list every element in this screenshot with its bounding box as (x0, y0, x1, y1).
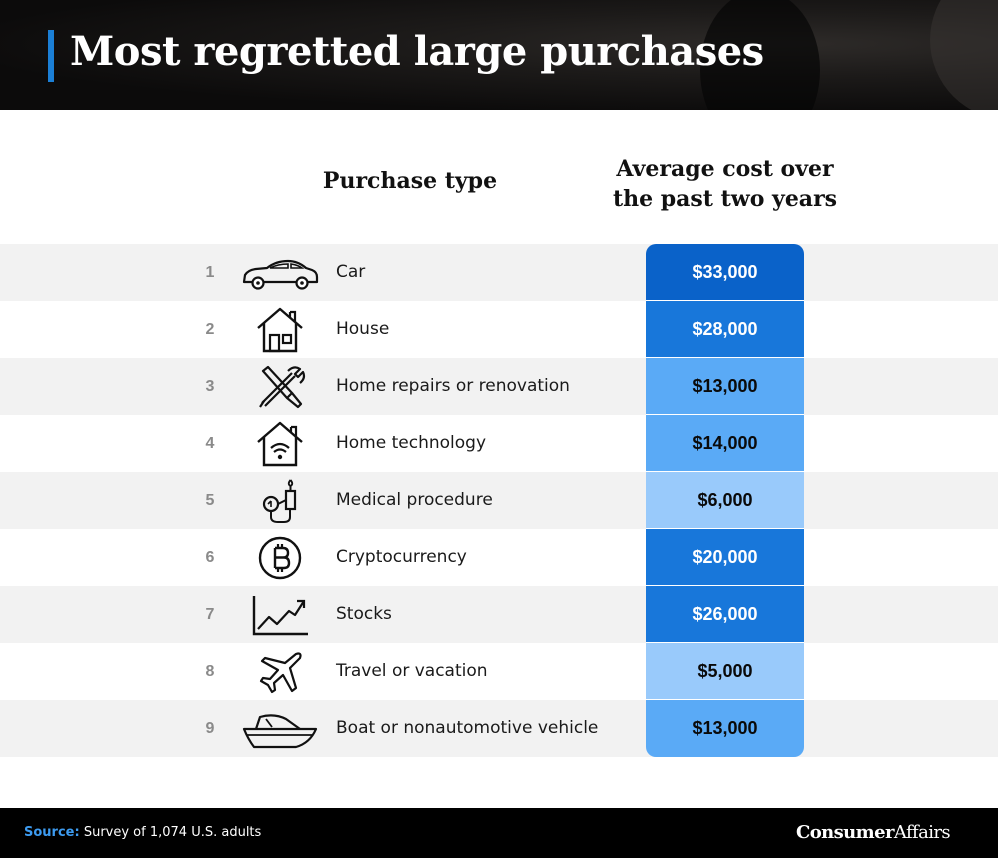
rank-number: 2 (205, 321, 215, 338)
average-cost-cell: $20,000 (646, 529, 804, 586)
purchase-label: Stocks (336, 604, 392, 624)
background-shape (700, 0, 820, 110)
rank-number: 6 (205, 549, 215, 566)
purchase-table: 1 Car $33,000 2 House $28,000 3 Home repairs or… (0, 244, 998, 757)
table-row: 3 Home repairs or renovation $13,000 (0, 358, 998, 415)
average-cost-cell: $33,000 (646, 244, 804, 301)
average-cost-cell: $6,000 (646, 472, 804, 529)
column-header-purchase-type: Purchase type (322, 168, 498, 194)
column-header-average-cost: Average cost over the past two years (600, 154, 850, 214)
table-row: 9 Boat or nonautomotive vehicle $13,000 (0, 700, 998, 757)
brand-logo-bold: Consumer (796, 822, 894, 843)
stock-chart-icon (240, 591, 320, 638)
rank-number: 1 (205, 264, 215, 281)
average-cost-cell: $26,000 (646, 586, 804, 643)
rank-number: 9 (205, 720, 215, 737)
bitcoin-icon (240, 534, 320, 581)
purchase-label: Medical procedure (336, 490, 493, 510)
title-accent-bar (48, 30, 54, 82)
average-cost-cell: $14,000 (646, 415, 804, 472)
table-row: 6 Cryptocurrency $20,000 (0, 529, 998, 586)
rank-number: 8 (205, 663, 215, 680)
source-label: Source: (24, 825, 80, 840)
rank-number: 4 (205, 435, 215, 452)
table-row: 4 Home technology $14,000 (0, 415, 998, 472)
column-header-cost-line2: the past two years (612, 186, 838, 212)
purchase-label: Home repairs or renovation (336, 376, 570, 396)
car-icon (240, 249, 320, 296)
table-row: 7 Stocks $26,000 (0, 586, 998, 643)
average-cost-cell: $13,000 (646, 700, 804, 757)
purchase-label: House (336, 319, 390, 339)
footer: Source: Survey of 1,074 U.S. adults Cons… (0, 808, 998, 858)
purchase-label: Boat or nonautomotive vehicle (336, 718, 599, 738)
background-shape (930, 0, 998, 110)
rank-number: 7 (205, 606, 215, 623)
source-note: Source: Survey of 1,074 U.S. adults (24, 808, 261, 858)
average-cost-cell: $5,000 (646, 643, 804, 700)
brand-logo: ConsumerAffairs (796, 808, 951, 858)
rank-number: 3 (205, 378, 215, 395)
average-cost-cell: $13,000 (646, 358, 804, 415)
purchase-label: Cryptocurrency (336, 547, 467, 567)
purchase-label: Car (336, 262, 366, 282)
boat-icon (240, 705, 320, 752)
header-banner: Most regretted large purchases (0, 0, 998, 110)
table-row: 2 House $28,000 (0, 301, 998, 358)
average-cost-cell: $28,000 (646, 301, 804, 358)
brand-logo-regular: Affairs (893, 822, 951, 843)
house-icon (240, 306, 320, 353)
table-row: 1 Car $33,000 (0, 244, 998, 301)
tools-icon (240, 363, 320, 410)
medical-device-icon (240, 477, 320, 524)
table-row: 5 Medical procedure $6,000 (0, 472, 998, 529)
column-header-cost-line1: Average cost over (616, 156, 834, 182)
source-text: Survey of 1,074 U.S. adults (83, 825, 262, 840)
airplane-icon (240, 648, 320, 695)
page-title: Most regretted large purchases (70, 28, 764, 75)
rank-number: 5 (205, 492, 215, 509)
table-row: 8 Travel or vacation $5,000 (0, 643, 998, 700)
purchase-label: Home technology (336, 433, 487, 453)
purchase-label: Travel or vacation (336, 661, 488, 681)
smart-home-icon (240, 420, 320, 467)
